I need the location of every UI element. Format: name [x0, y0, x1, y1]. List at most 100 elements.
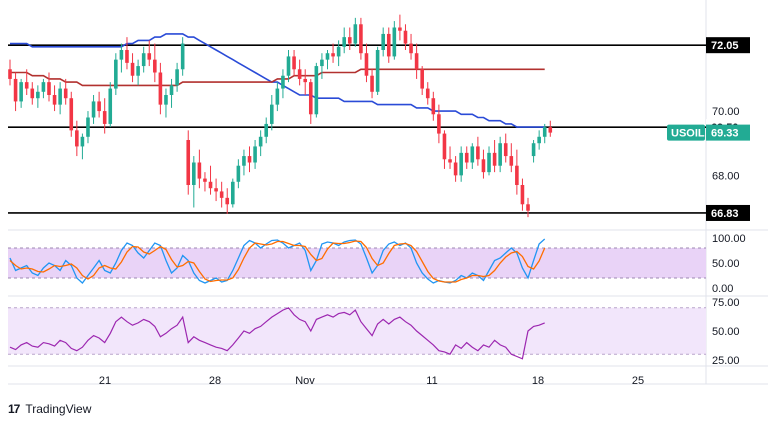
candle-body [247, 156, 252, 163]
time-tick-label: 28 [209, 375, 221, 387]
candle [30, 82, 35, 105]
candle-body [386, 33, 391, 57]
candle [392, 21, 397, 60]
candle [119, 43, 124, 73]
candle [381, 27, 385, 57]
candle [186, 130, 191, 195]
candle-body [19, 82, 23, 102]
candle [498, 136, 502, 173]
candle [515, 149, 519, 195]
rsi-band [8, 307, 706, 355]
candle [208, 165, 213, 195]
candle-body [425, 88, 430, 99]
candle [47, 72, 51, 102]
candle [258, 130, 263, 157]
candle [8, 59, 12, 86]
candle-body [264, 123, 269, 137]
candle [169, 78, 174, 108]
candle-body [392, 27, 397, 57]
symbol-badge-bg [667, 124, 705, 141]
candle [303, 69, 308, 95]
candle [476, 136, 480, 166]
symbol-badge-label: USOIL [671, 128, 705, 140]
candle [141, 46, 146, 73]
candle [97, 91, 101, 118]
candle [453, 156, 458, 182]
candle [75, 120, 79, 157]
candle-body [231, 181, 235, 205]
symbol-price-bg [706, 124, 750, 141]
candle [526, 197, 530, 218]
candle-body [219, 191, 224, 198]
candle [347, 27, 352, 50]
candle [91, 95, 96, 124]
candle [437, 104, 441, 144]
candle [63, 78, 68, 105]
candle-body [403, 30, 408, 44]
candle [180, 37, 185, 76]
candle [19, 78, 23, 108]
rsi-tick-label: 50.00 [712, 326, 740, 338]
candle-body [542, 127, 547, 137]
symbol-price-label: 69.33 [711, 128, 739, 140]
candle [275, 82, 280, 112]
candle [164, 88, 168, 118]
candle [531, 140, 536, 163]
candle-body [353, 24, 358, 44]
candle [36, 85, 40, 108]
level-price-label-bg [706, 204, 750, 221]
candle [102, 98, 107, 134]
candle-body [75, 130, 79, 147]
candle [509, 143, 514, 173]
candle-body [86, 117, 90, 137]
candle-body [24, 82, 29, 89]
candle-body [381, 33, 385, 50]
candle [203, 172, 207, 192]
candle [247, 146, 252, 173]
candle-body [58, 88, 62, 105]
candle-body [370, 75, 374, 92]
candle [175, 62, 179, 92]
candle-body [175, 69, 179, 86]
candle-body [114, 59, 118, 89]
candle-body [409, 43, 413, 54]
candle-body [8, 69, 12, 79]
candle [370, 69, 374, 99]
candle-body [292, 56, 296, 70]
candle [537, 130, 541, 150]
tradingview-logo-icon: 17 [8, 402, 20, 416]
candle-body [164, 95, 168, 105]
candle-body [169, 85, 174, 95]
candle-body [503, 143, 508, 157]
candle-body [275, 88, 280, 105]
candle [80, 133, 85, 160]
candle-body [119, 50, 124, 60]
brand[interactable]: 17 TradingView [8, 402, 91, 416]
candle-body [331, 53, 335, 57]
candle [86, 111, 90, 144]
time-tick-label: Nov [295, 375, 315, 387]
candle [464, 146, 469, 169]
candle-body [52, 95, 57, 105]
candle-body [347, 37, 352, 44]
brand-name: TradingView [25, 402, 92, 416]
level-price-label-bg [706, 37, 750, 54]
candle [231, 178, 235, 208]
candle-body [459, 152, 463, 176]
candle-body [269, 104, 274, 124]
candle [320, 53, 324, 79]
candle [386, 27, 391, 63]
candle-body [36, 91, 40, 99]
candle [336, 40, 341, 67]
stochastic-line [9, 240, 546, 283]
candle-body [13, 78, 18, 102]
candle-body [281, 75, 285, 89]
candle-body [258, 136, 263, 147]
candle [308, 78, 313, 124]
candle-body [398, 27, 402, 31]
candle [420, 66, 424, 95]
candle [236, 159, 241, 189]
stochastic-tick-label: 0.00 [712, 283, 733, 295]
candle [414, 43, 419, 79]
candle [136, 59, 140, 86]
